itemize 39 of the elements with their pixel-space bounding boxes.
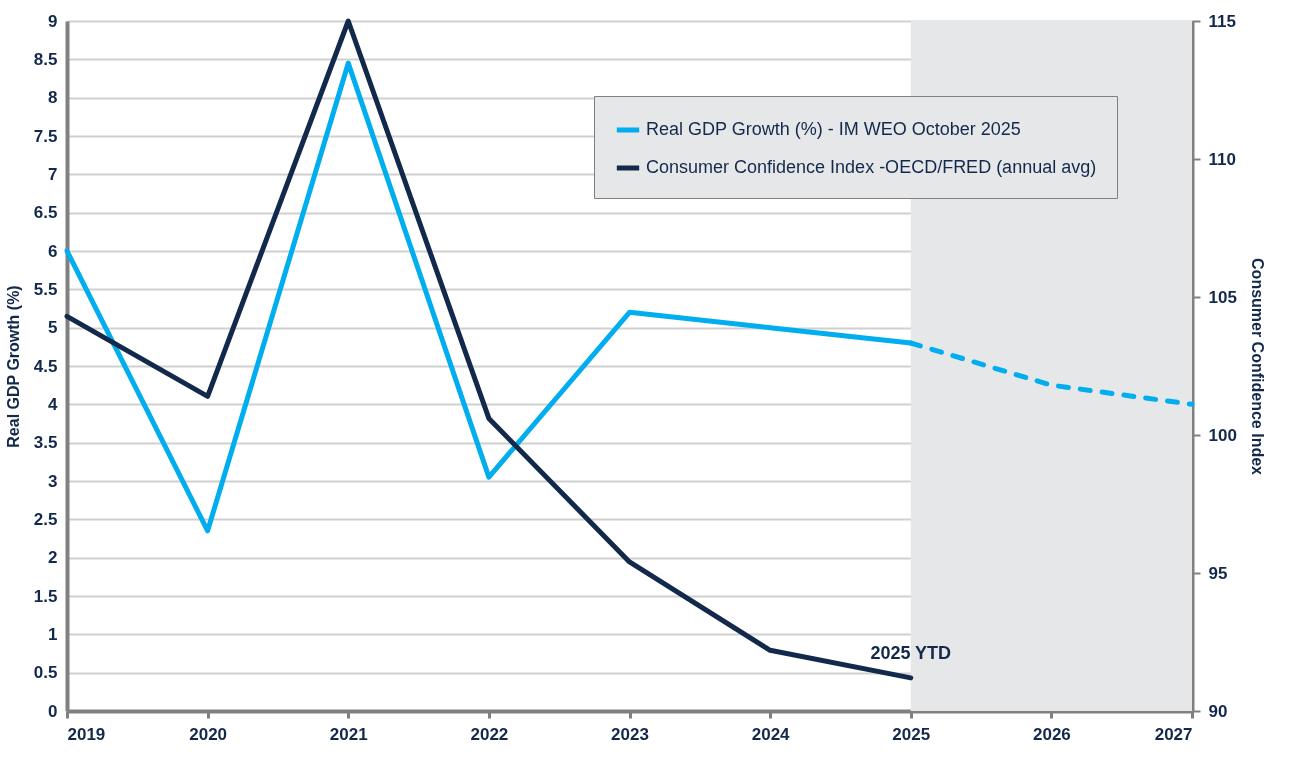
x-tick-label: 2026 xyxy=(1032,724,1071,744)
x-tick-label: 2019 xyxy=(67,724,106,744)
y-tick-label: 6 xyxy=(48,241,58,261)
x-tick-label: 2024 xyxy=(751,724,791,744)
y-tick-label: 8.5 xyxy=(33,49,58,69)
y-tick-label: 3 xyxy=(48,471,58,491)
y-tick-label: 3.5 xyxy=(33,433,58,453)
y2-tick-label: 110 xyxy=(1208,149,1236,169)
y2-axis-title: Consumer Confidence Index xyxy=(1248,258,1266,476)
x-tick-label: 2020 xyxy=(189,724,228,744)
y-axis-title: Real GDP Growth (%) xyxy=(4,285,22,448)
y2-tick-label: 90 xyxy=(1208,701,1228,721)
y-tick-label: 8 xyxy=(48,88,58,108)
y-tick-label: 0 xyxy=(48,701,58,721)
x-tick-label: 2025 xyxy=(892,724,931,744)
legend-label: Consumer Confidence Index -OECD/FRED (annual avg) xyxy=(646,157,1097,177)
y-tick-label: 6.5 xyxy=(33,203,58,223)
y-tick-label: 5 xyxy=(48,318,58,338)
y2-tick-label: 100 xyxy=(1208,425,1237,445)
y2-tick-label: 95 xyxy=(1208,563,1228,583)
x-tick-label: 2023 xyxy=(611,724,649,744)
x-tick-label: 2027 xyxy=(1154,724,1193,744)
y-tick-label: 2 xyxy=(48,548,58,568)
y-tick-label: 9 xyxy=(48,11,58,31)
y-tick-label: 7.5 xyxy=(33,126,58,146)
y-tick-label: 7 xyxy=(48,164,58,184)
annotation: 2025 YTD xyxy=(870,642,952,663)
legend-label: Real GDP Growth (%) - IM WEO October 2025 xyxy=(646,119,1021,139)
y2-tick-label: 105 xyxy=(1208,287,1237,307)
y2-tick-label: 115 xyxy=(1208,11,1236,31)
x-tick-label: 2022 xyxy=(470,724,509,744)
y-tick-label: 1 xyxy=(48,624,58,644)
y-tick-label: 4.5 xyxy=(33,356,58,376)
y-tick-label: 5.5 xyxy=(33,279,58,299)
y-tick-label: 4 xyxy=(48,394,59,414)
y-tick-label: 2.5 xyxy=(33,509,58,529)
y-tick-label: 0.5 xyxy=(33,663,58,683)
x-tick-label: 2021 xyxy=(329,724,368,744)
y-tick-label: 1.5 xyxy=(33,586,58,606)
